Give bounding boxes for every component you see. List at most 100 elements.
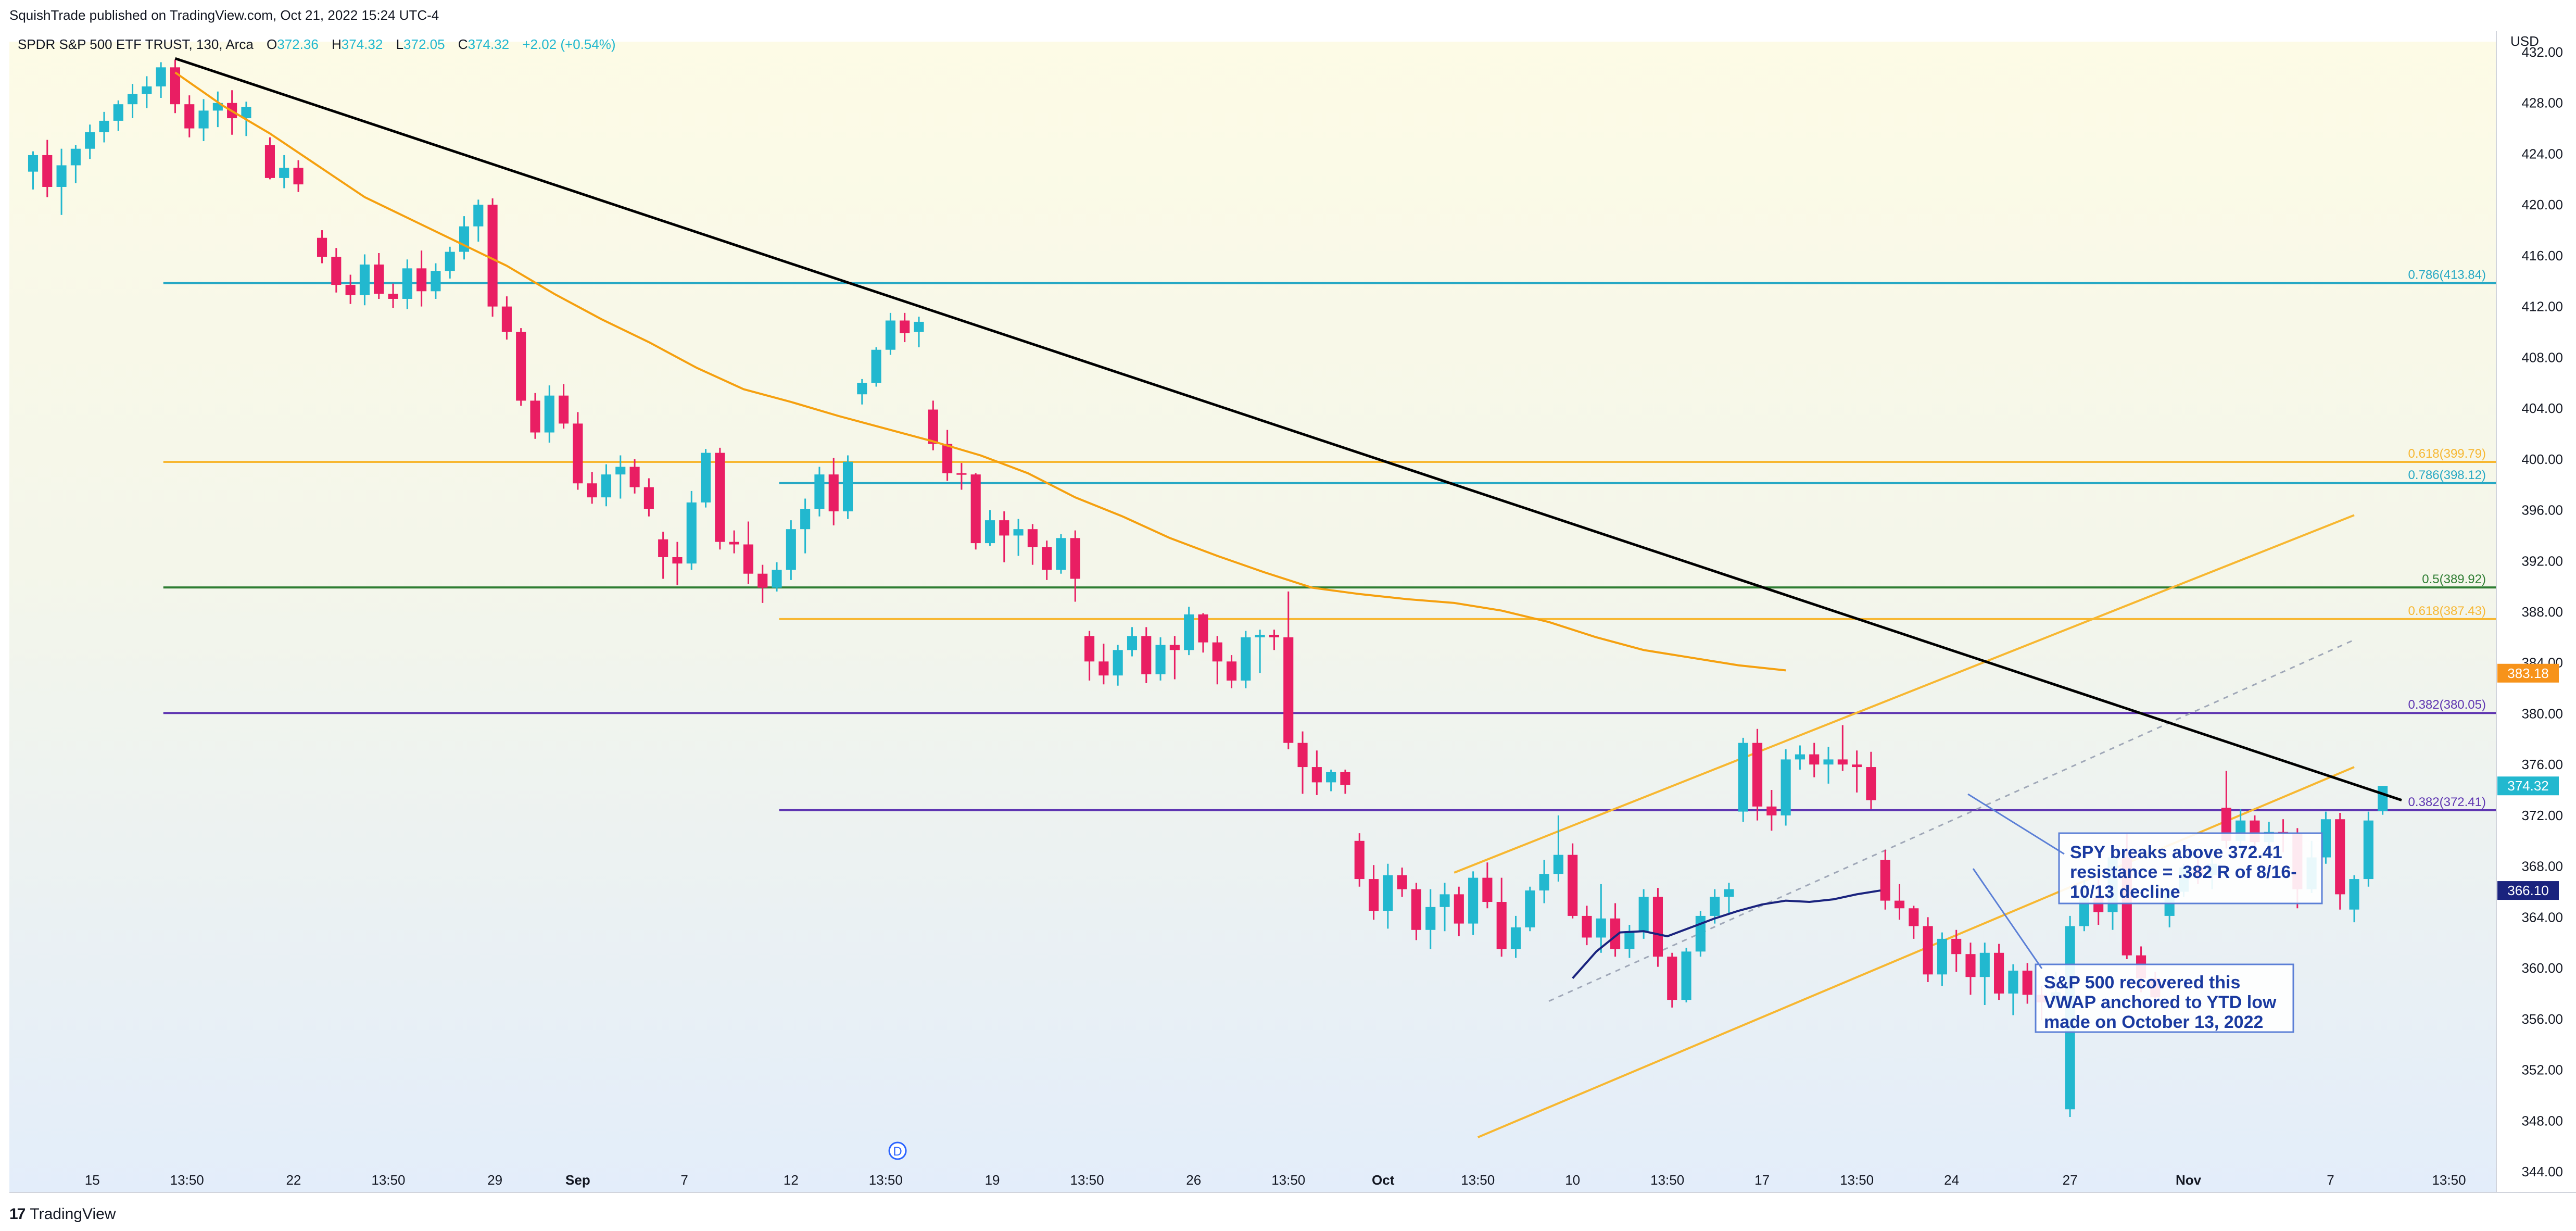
candle[interactable] <box>2363 811 2373 887</box>
candle[interactable] <box>501 296 512 340</box>
candle[interactable] <box>1496 877 1507 957</box>
dividend-marker[interactable]: D <box>888 1141 907 1160</box>
candle[interactable] <box>374 253 384 299</box>
candle[interactable] <box>1255 630 1265 673</box>
candle[interactable] <box>2378 786 2388 815</box>
candle[interactable] <box>1582 906 1592 946</box>
candle[interactable] <box>184 95 195 137</box>
candle[interactable] <box>1837 725 1848 771</box>
candle[interactable] <box>1269 630 1279 650</box>
candle[interactable] <box>1411 883 1421 940</box>
candle[interactable] <box>70 145 81 183</box>
candle[interactable] <box>800 498 811 554</box>
candle[interactable] <box>885 312 895 355</box>
candle[interactable] <box>1326 769 1336 792</box>
candle[interactable] <box>1553 815 1563 882</box>
price-badge[interactable]: 374.32 <box>2497 776 2559 796</box>
price-badge[interactable]: 383.18 <box>2497 663 2559 683</box>
candle[interactable] <box>1610 903 1621 957</box>
candle[interactable] <box>1568 843 1578 919</box>
candle[interactable] <box>1752 728 1763 821</box>
candle[interactable] <box>1241 631 1251 688</box>
candle[interactable] <box>1681 948 1691 1003</box>
candle[interactable] <box>1951 929 1962 972</box>
candle[interactable] <box>1227 655 1237 688</box>
candle[interactable] <box>1013 519 1024 556</box>
candle[interactable] <box>2008 964 2018 1015</box>
candle[interactable] <box>1397 868 1407 897</box>
candle[interactable] <box>1098 644 1109 685</box>
candle[interactable] <box>1880 849 1890 910</box>
candle[interactable] <box>1070 530 1080 602</box>
candle[interactable] <box>1212 636 1222 685</box>
candle[interactable] <box>156 62 166 98</box>
candle[interactable] <box>1425 889 1436 949</box>
candle[interactable] <box>1056 534 1066 574</box>
candle[interactable] <box>99 111 109 143</box>
candle[interactable] <box>1368 865 1379 920</box>
candle[interactable] <box>1155 637 1166 681</box>
candle[interactable] <box>198 99 209 142</box>
candle[interactable] <box>544 385 554 443</box>
candle[interactable] <box>1454 886 1464 937</box>
channel-lower-line[interactable] <box>1477 766 2355 1138</box>
candle[interactable] <box>1652 888 1663 967</box>
candle[interactable] <box>1965 943 1976 995</box>
candle[interactable] <box>559 384 569 429</box>
candle[interactable] <box>658 532 668 579</box>
candle[interactable] <box>113 100 123 131</box>
anchored-vwap-line[interactable] <box>1572 889 1881 979</box>
candle[interactable] <box>279 155 289 189</box>
candle[interactable] <box>1695 911 1706 957</box>
candle[interactable] <box>629 459 640 494</box>
candle[interactable] <box>42 140 53 197</box>
candle[interactable] <box>1909 906 1919 939</box>
candle[interactable] <box>1994 944 2004 1000</box>
candle[interactable] <box>293 160 304 192</box>
candle[interactable] <box>85 124 95 159</box>
candle[interactable] <box>416 250 427 307</box>
candle[interactable] <box>1127 627 1138 657</box>
candle[interactable] <box>999 511 1009 562</box>
candle[interactable] <box>686 491 697 570</box>
candle[interactable] <box>388 283 398 308</box>
candle[interactable] <box>970 473 981 550</box>
candle[interactable] <box>1354 833 1365 887</box>
candle[interactable] <box>786 520 796 580</box>
candle[interactable] <box>1724 883 1734 914</box>
candle[interactable] <box>587 472 597 504</box>
candle[interactable] <box>828 458 839 525</box>
candle[interactable] <box>1383 863 1393 929</box>
candle[interactable] <box>814 467 825 517</box>
candle[interactable] <box>956 463 967 490</box>
candle[interactable] <box>473 199 484 242</box>
candle[interactable] <box>2349 875 2359 923</box>
candle[interactable] <box>2022 963 2032 1004</box>
candle[interactable] <box>1468 871 1479 935</box>
candle[interactable] <box>516 328 526 406</box>
candle[interactable] <box>1510 915 1521 958</box>
candle[interactable] <box>431 263 441 299</box>
candle[interactable] <box>264 137 275 180</box>
candle[interactable] <box>1781 749 1791 826</box>
candle[interactable] <box>1113 645 1123 686</box>
candle[interactable] <box>56 148 67 215</box>
candle[interactable] <box>1738 737 1748 822</box>
candle[interactable] <box>743 521 754 584</box>
candle[interactable] <box>772 562 782 592</box>
candle[interactable] <box>573 412 583 490</box>
candle[interactable] <box>1297 731 1308 794</box>
candle[interactable] <box>170 59 181 114</box>
candle[interactable] <box>1596 884 1606 953</box>
candle[interactable] <box>1184 607 1194 656</box>
candle[interactable] <box>530 393 540 439</box>
candle[interactable] <box>1525 886 1535 932</box>
candle[interactable] <box>615 455 626 499</box>
candle[interactable] <box>914 317 924 347</box>
candle[interactable] <box>2320 811 2331 864</box>
candle[interactable] <box>701 449 711 508</box>
candle[interactable] <box>601 464 612 507</box>
candle[interactable] <box>1084 631 1095 681</box>
candle[interactable] <box>128 84 138 119</box>
